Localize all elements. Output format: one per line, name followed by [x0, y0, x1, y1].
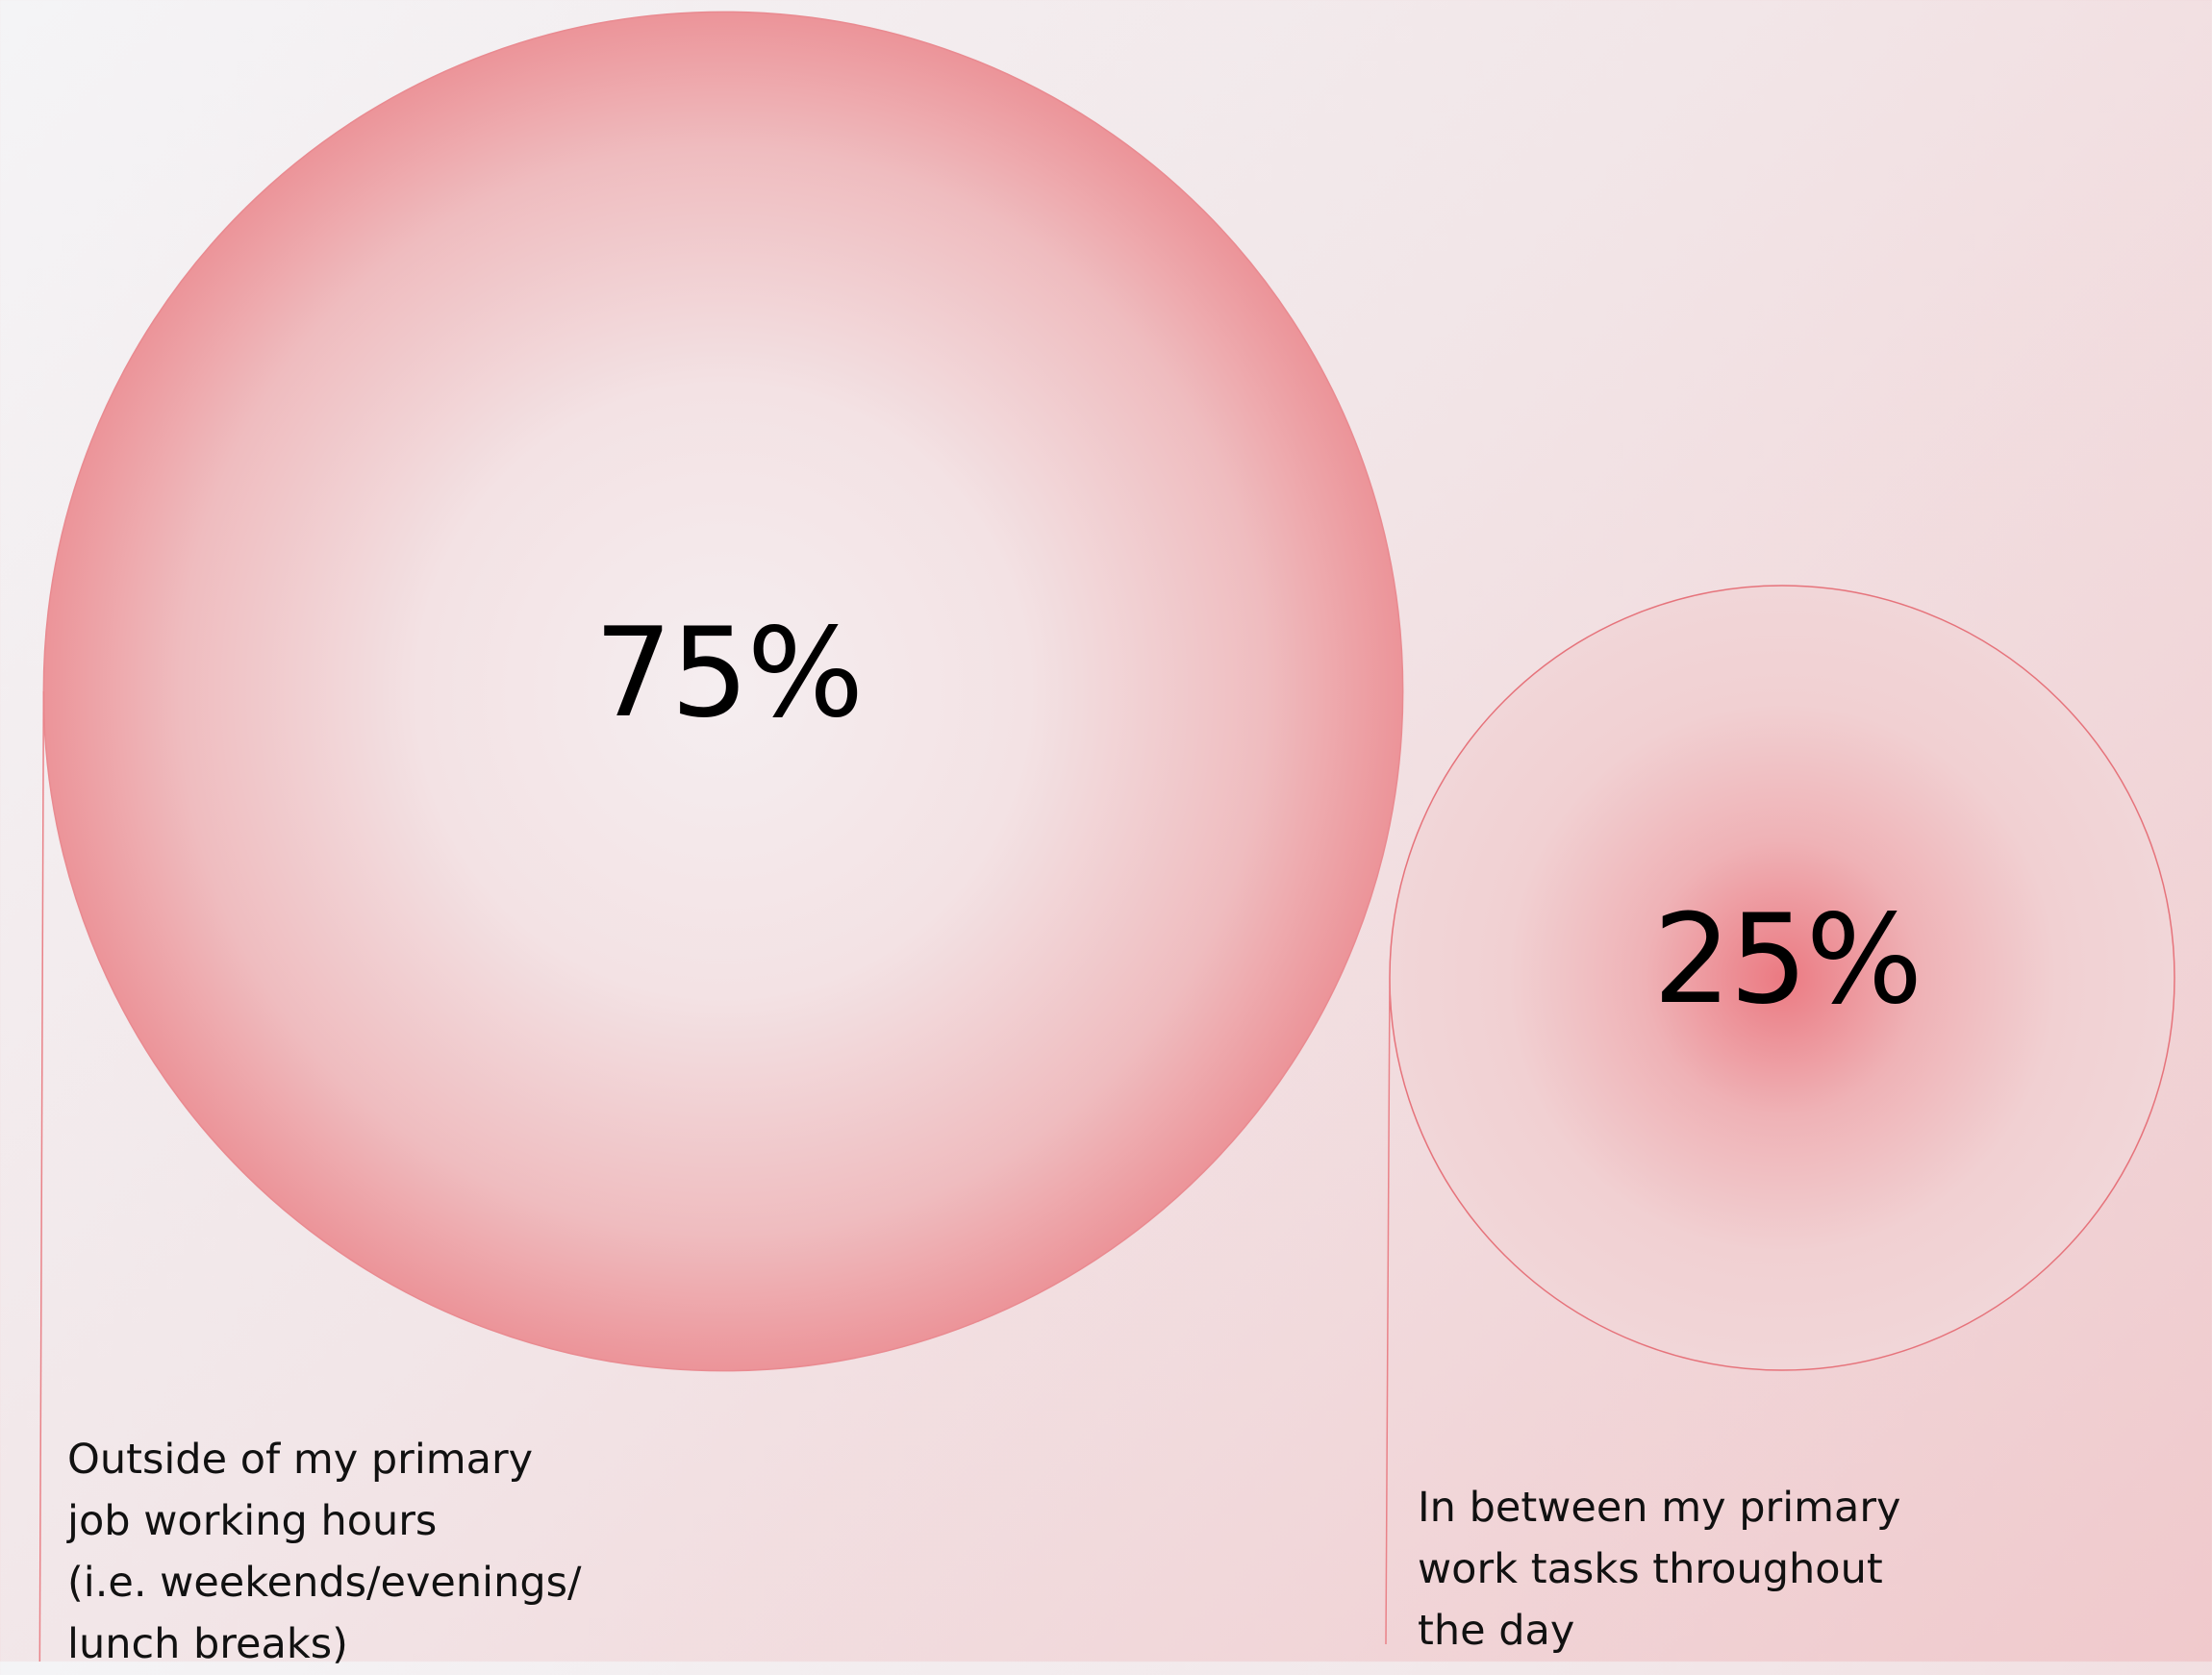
category-label: Outside of my primary job working hours …	[67, 1436, 582, 1668]
category-label: In between my primary work tasks through…	[1418, 1484, 1901, 1655]
value-label: 25%	[1653, 888, 1922, 1032]
value-label: 75%	[594, 602, 863, 745]
leader-line	[1385, 977, 1391, 1645]
leader-line	[38, 690, 45, 1662]
